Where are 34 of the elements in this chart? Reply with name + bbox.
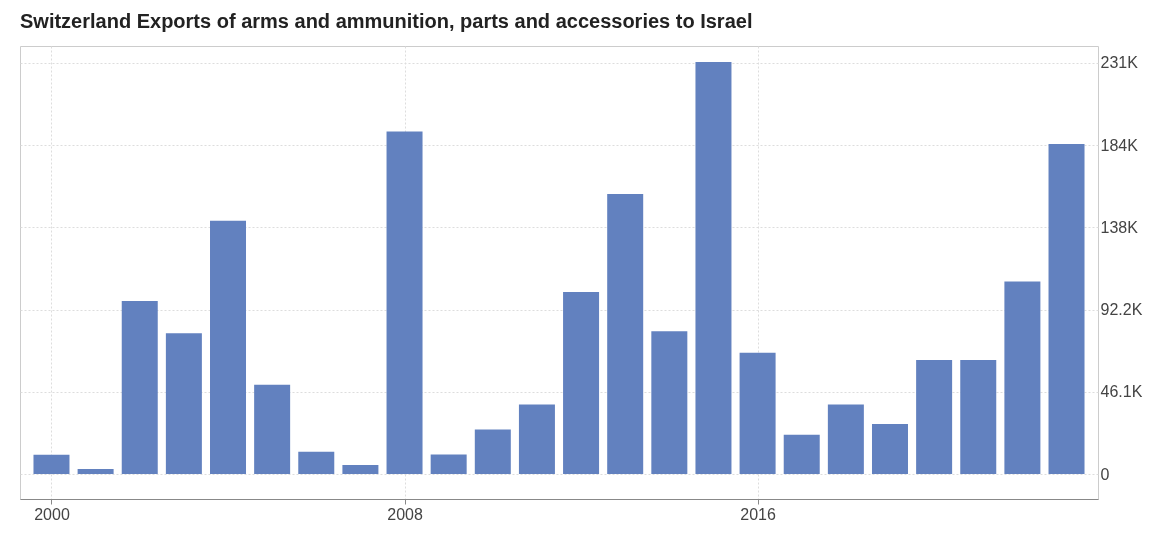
bar — [1048, 144, 1085, 475]
y-tick-label: 231K — [1100, 54, 1139, 72]
bar — [916, 359, 953, 475]
bar — [342, 465, 379, 475]
bar — [518, 404, 555, 475]
chart-title: Switzerland Exports of arms and ammunition, parts and accessories to Israel — [20, 10, 753, 32]
bar — [254, 384, 291, 475]
bar — [298, 451, 335, 475]
bar — [210, 220, 247, 475]
bar — [430, 454, 467, 475]
y-tick-label: 46.1K — [1100, 383, 1143, 401]
x-tick-label: 2016 — [740, 505, 776, 523]
bar — [474, 429, 511, 475]
bar — [563, 292, 600, 475]
bar — [33, 454, 70, 475]
y-tick-label: 92.2K — [1100, 301, 1143, 319]
y-tick-label: 138K — [1100, 218, 1139, 236]
bar — [960, 359, 997, 475]
bar — [783, 434, 820, 475]
bar — [739, 352, 776, 475]
x-tick-label: 2000 — [34, 505, 70, 523]
bar — [77, 469, 114, 475]
bar — [827, 404, 864, 475]
x-tick-label: 2008 — [387, 505, 423, 523]
y-tick-label: 184K — [1100, 136, 1139, 154]
bar — [1004, 281, 1041, 475]
bar — [607, 194, 644, 475]
bar — [386, 131, 423, 475]
bar — [121, 301, 158, 475]
bar — [165, 333, 202, 475]
y-tick-label: 0 — [1100, 465, 1110, 483]
bar — [871, 424, 908, 475]
bar — [651, 331, 688, 475]
bar — [695, 62, 732, 475]
